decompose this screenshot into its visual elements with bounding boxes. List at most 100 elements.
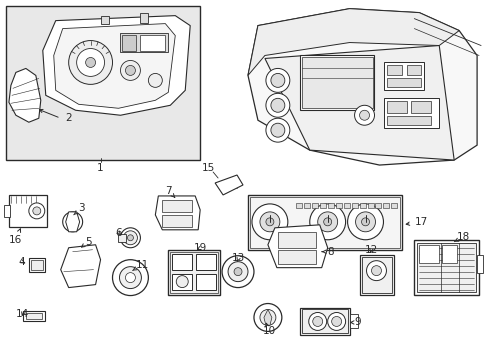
Bar (120, 32, 168, 53)
Text: 14: 14 (16, 310, 29, 319)
Polygon shape (267, 225, 327, 268)
Circle shape (270, 73, 285, 87)
Bar (196, 274, 216, 289)
Circle shape (265, 218, 273, 226)
Circle shape (125, 273, 135, 283)
Circle shape (359, 110, 369, 120)
Text: 11: 11 (132, 260, 148, 270)
Bar (277, 250, 315, 264)
Bar (386, 66, 402, 75)
Circle shape (77, 49, 104, 76)
Bar (122, 35, 136, 50)
Bar (277, 232, 315, 248)
Circle shape (85, 58, 95, 67)
Circle shape (331, 316, 341, 327)
Bar (140, 13, 148, 23)
Circle shape (371, 266, 381, 276)
Bar (407, 66, 421, 75)
Bar (386, 101, 407, 113)
Bar (168, 250, 220, 294)
Bar (384, 98, 438, 128)
Polygon shape (61, 245, 101, 288)
Circle shape (120, 228, 140, 248)
Bar (301, 310, 347, 333)
Polygon shape (264, 45, 453, 160)
Text: 9: 9 (350, 318, 361, 328)
Bar (319, 203, 325, 208)
Circle shape (366, 261, 386, 280)
Bar (351, 203, 357, 208)
Circle shape (251, 204, 287, 240)
Circle shape (327, 312, 345, 330)
Text: 13: 13 (232, 253, 245, 263)
Circle shape (33, 207, 41, 215)
Text: 10: 10 (263, 323, 276, 336)
Bar (301, 58, 372, 108)
Text: 2: 2 (65, 113, 72, 123)
Text: 15: 15 (201, 163, 214, 173)
Circle shape (270, 98, 285, 112)
Text: 1: 1 (97, 163, 103, 173)
Bar (249, 197, 400, 248)
Bar (101, 15, 108, 24)
Bar (295, 203, 301, 208)
Circle shape (260, 212, 279, 232)
Circle shape (125, 66, 135, 75)
Polygon shape (65, 212, 80, 232)
Bar (413, 240, 478, 294)
Bar (349, 315, 357, 328)
Circle shape (148, 73, 162, 87)
Bar (476, 255, 482, 273)
Circle shape (265, 118, 289, 142)
Bar (386, 116, 430, 125)
Polygon shape (155, 196, 200, 230)
Circle shape (127, 235, 133, 241)
Circle shape (119, 267, 141, 289)
Bar (335, 203, 341, 208)
Bar (343, 203, 349, 208)
Text: 4: 4 (19, 257, 25, 267)
Text: 5: 5 (81, 237, 92, 247)
Text: 12: 12 (364, 245, 377, 255)
Circle shape (361, 218, 369, 226)
Bar (140, 35, 165, 50)
Circle shape (323, 218, 331, 226)
Polygon shape (42, 15, 190, 115)
Text: 6: 6 (115, 228, 122, 238)
Circle shape (227, 262, 247, 282)
Circle shape (29, 203, 45, 219)
Bar (390, 203, 397, 208)
Bar (23, 311, 45, 321)
Circle shape (295, 236, 300, 241)
Circle shape (120, 60, 140, 80)
Bar (384, 62, 424, 90)
Circle shape (310, 236, 316, 241)
Circle shape (347, 204, 383, 240)
Bar (162, 215, 192, 227)
Text: 8: 8 (322, 247, 334, 257)
Circle shape (309, 204, 345, 240)
Bar (303, 203, 309, 208)
Bar (172, 274, 192, 289)
Circle shape (317, 212, 337, 232)
Circle shape (66, 216, 79, 228)
Bar (311, 203, 317, 208)
Bar (359, 203, 365, 208)
Bar (26, 314, 41, 319)
Bar (172, 254, 192, 270)
Bar (419, 245, 438, 263)
Bar (196, 254, 216, 270)
Circle shape (123, 231, 137, 245)
Bar (375, 203, 381, 208)
Text: 19: 19 (194, 243, 207, 253)
Bar (299, 307, 349, 336)
Bar (361, 257, 392, 293)
Polygon shape (54, 24, 175, 108)
Bar (410, 101, 430, 113)
Circle shape (222, 256, 253, 288)
Polygon shape (247, 9, 458, 75)
Bar (170, 252, 218, 293)
Polygon shape (215, 175, 243, 195)
Circle shape (312, 316, 322, 327)
Bar (441, 245, 456, 263)
